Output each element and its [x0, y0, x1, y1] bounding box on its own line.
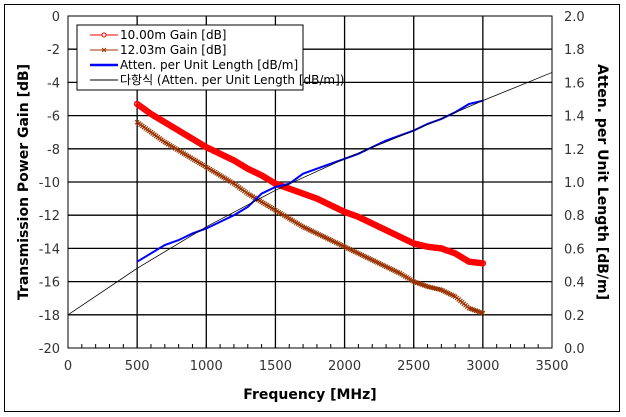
y-left-axis-title: Transmission Power Gain [dB]	[16, 64, 32, 300]
y-left-tick-label: -8	[47, 143, 60, 158]
y-right-tick-label: 0.0	[564, 342, 585, 357]
x-tick-label: 3500	[535, 359, 568, 374]
x-axis-title: Frequency [MHz]	[243, 387, 376, 403]
x-tick-label: 500	[125, 359, 150, 374]
x-tick-label: 1000	[190, 359, 223, 374]
legend-label-1: 12.03m Gain [dB]	[120, 43, 226, 57]
y-left-tick-label: -16	[39, 276, 60, 291]
y-left-tick-label: -6	[47, 110, 60, 125]
legend-marker	[101, 32, 107, 38]
y-right-tick-label: 2.0	[564, 10, 585, 25]
y-right-axis-title: Atten. per Unit Length [dB/m]	[594, 64, 610, 300]
y-left-tick-label: 0	[52, 10, 60, 25]
data-point-marker	[480, 310, 486, 316]
legend-marker	[101, 47, 107, 53]
x-tick-label: 1500	[259, 359, 292, 374]
y-left-tick-label: -2	[47, 43, 60, 58]
y-right-tick-label: 0.6	[564, 242, 585, 257]
y-left-tick-label: -20	[39, 342, 60, 357]
y-right-tick-label: 0.4	[564, 276, 585, 291]
legend: 10.00m Gain [dB]12.03m Gain [dB]Atten. p…	[76, 24, 344, 91]
y-left-tick-label: -14	[39, 242, 60, 257]
y-right-tick-label: 1.4	[564, 110, 585, 125]
x-tick-label: 0	[64, 359, 72, 374]
y-right-tick-label: 1.2	[564, 143, 585, 158]
y-left-tick-label: -4	[47, 76, 60, 91]
y-right-tick-label: 1.8	[564, 43, 585, 58]
y-left-tick-label: -10	[39, 176, 60, 191]
data-point-marker	[479, 260, 487, 267]
y-right-tick-label: 1.0	[564, 176, 585, 191]
legend-label-2: Atten. per Unit Length [dB/m]	[120, 58, 298, 72]
series-line-3	[67, 72, 553, 316]
y-right-tick-label: 0.2	[564, 309, 585, 324]
y-left-tick-label: -12	[39, 209, 60, 224]
y-right-tick-label: 1.6	[564, 76, 585, 91]
legend-label-0: 10.00m Gain [dB]	[120, 28, 226, 42]
legend-label-3: 다항식 (Atten. per Unit Length [dB/m])	[120, 73, 344, 87]
series-line-2	[136, 99, 484, 263]
y-right-tick-label: 0.8	[564, 209, 585, 224]
x-tick-label: 2500	[397, 359, 430, 374]
y-left-tick-label: -18	[39, 309, 60, 324]
x-tick-label: 2000	[328, 359, 361, 374]
x-tick-label: 3000	[466, 359, 499, 374]
chart-frame	[4, 4, 620, 412]
